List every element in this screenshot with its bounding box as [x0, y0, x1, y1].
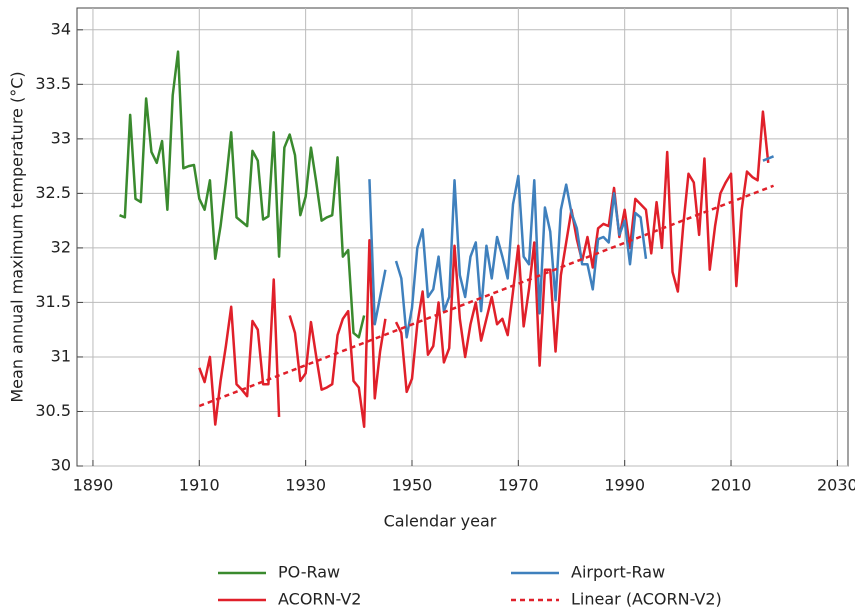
legend-label: ACORN-V2: [278, 590, 361, 609]
y-tick-label: 33.5: [35, 74, 71, 93]
y-tick-label: 32: [51, 237, 71, 256]
y-tick-label: 31: [51, 346, 71, 365]
series-line: [198, 184, 775, 408]
x-tick-label: 1950: [392, 476, 433, 495]
y-tick-label: 31.5: [35, 292, 71, 311]
y-tick-label: 32.5: [35, 183, 71, 202]
y-tick-label: 30: [51, 456, 71, 475]
legend-label: Linear (ACORN-V2): [571, 590, 722, 609]
x-tick-label: 1910: [179, 476, 220, 495]
y-axis-label: Mean annual maximum temperature (°C): [8, 71, 27, 402]
legend-label: Airport-Raw: [571, 563, 665, 582]
x-tick-label: 2030: [817, 476, 855, 495]
legend-label: PO-Raw: [278, 563, 340, 582]
x-tick-label: 1930: [285, 476, 326, 495]
x-tick-label: 1890: [73, 476, 114, 495]
x-tick-label: 2010: [711, 476, 752, 495]
y-tick-label: 34: [51, 19, 71, 38]
y-tick-label: 33: [51, 128, 71, 147]
x-tick-label: 1970: [498, 476, 539, 495]
x-tick-label: 1990: [604, 476, 645, 495]
series-line: [368, 155, 775, 339]
x-axis-label: Calendar year: [384, 512, 497, 531]
series-line: [119, 50, 366, 339]
plot-area: [76, 7, 849, 467]
y-tick-label: 30.5: [35, 401, 71, 420]
